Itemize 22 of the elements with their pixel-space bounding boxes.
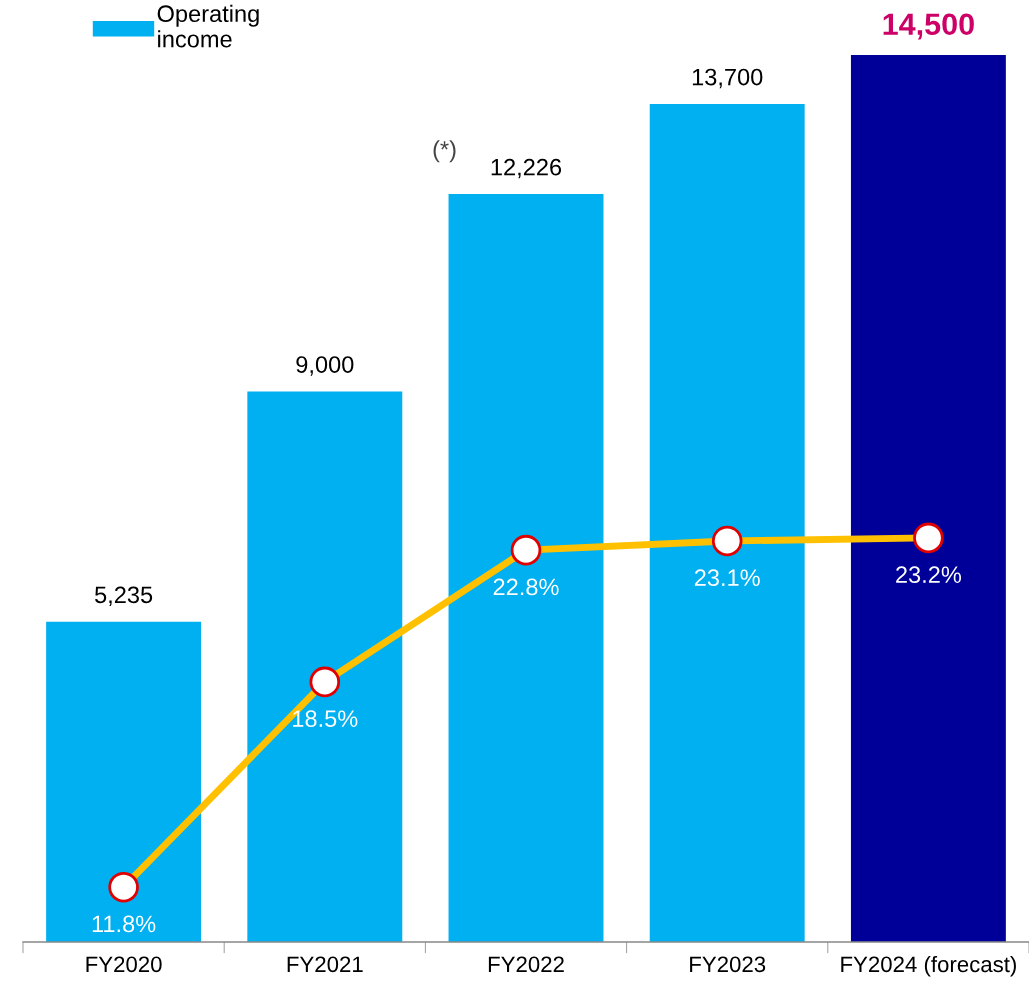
legend-label: Operating income	[157, 4, 259, 48]
data-label: 22.8%	[493, 578, 559, 596]
bar	[247, 391, 403, 942]
x-tick-label: FY2021	[287, 956, 363, 973]
data-label: 13,700	[692, 68, 763, 89]
data-label: 11.8%	[92, 915, 156, 933]
data-label: 23.2%	[896, 566, 962, 584]
x-tick-label: FY2023	[690, 956, 766, 973]
annotation: (*)	[433, 140, 456, 163]
data-label: 12,226	[491, 158, 562, 179]
bar	[850, 54, 1006, 942]
bar	[649, 103, 805, 942]
x-tick-label: FY2020	[86, 956, 162, 973]
x-tick-label: FY2024 (forecast)	[841, 955, 1016, 977]
bar	[448, 194, 604, 942]
data-label: 5,235	[95, 586, 153, 606]
bar	[46, 621, 202, 942]
data-label: 9,000	[296, 356, 354, 376]
data-label: 18.5%	[293, 710, 358, 728]
data-label: 14,500	[883, 13, 974, 40]
data-label: 23.1%	[694, 569, 760, 587]
x-tick-label: FY2022	[488, 956, 564, 973]
